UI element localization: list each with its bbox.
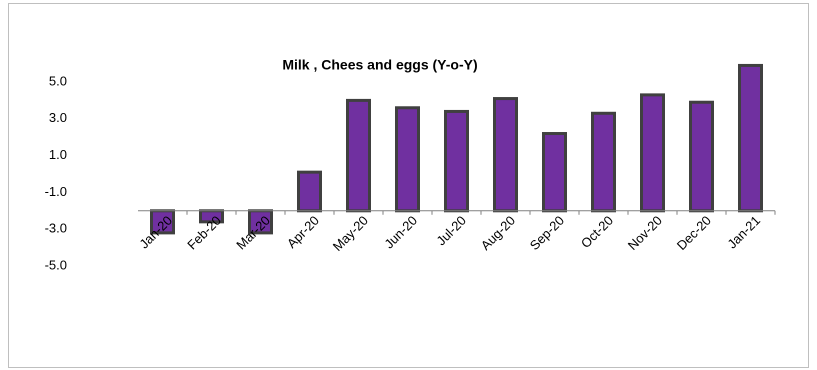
- y-tick-label: 1.0: [49, 147, 67, 162]
- bar: [738, 63, 763, 213]
- y-tick-label: 5.0: [49, 73, 67, 88]
- bar: [297, 170, 322, 213]
- bar: [689, 100, 714, 213]
- chart-title: Milk , Chees and eggs (Y-o-Y): [282, 57, 477, 73]
- bar: [346, 98, 371, 213]
- bar: [493, 97, 518, 213]
- y-tick-label: 3.0: [49, 110, 67, 125]
- y-tick-label: -5.0: [45, 257, 67, 272]
- bar: [591, 111, 616, 213]
- y-tick-label: -1.0: [45, 184, 67, 199]
- bar: [640, 93, 665, 213]
- bar: [542, 132, 567, 213]
- bar: [444, 109, 469, 213]
- y-tick-label: -3.0: [45, 221, 67, 236]
- bar: [395, 106, 420, 213]
